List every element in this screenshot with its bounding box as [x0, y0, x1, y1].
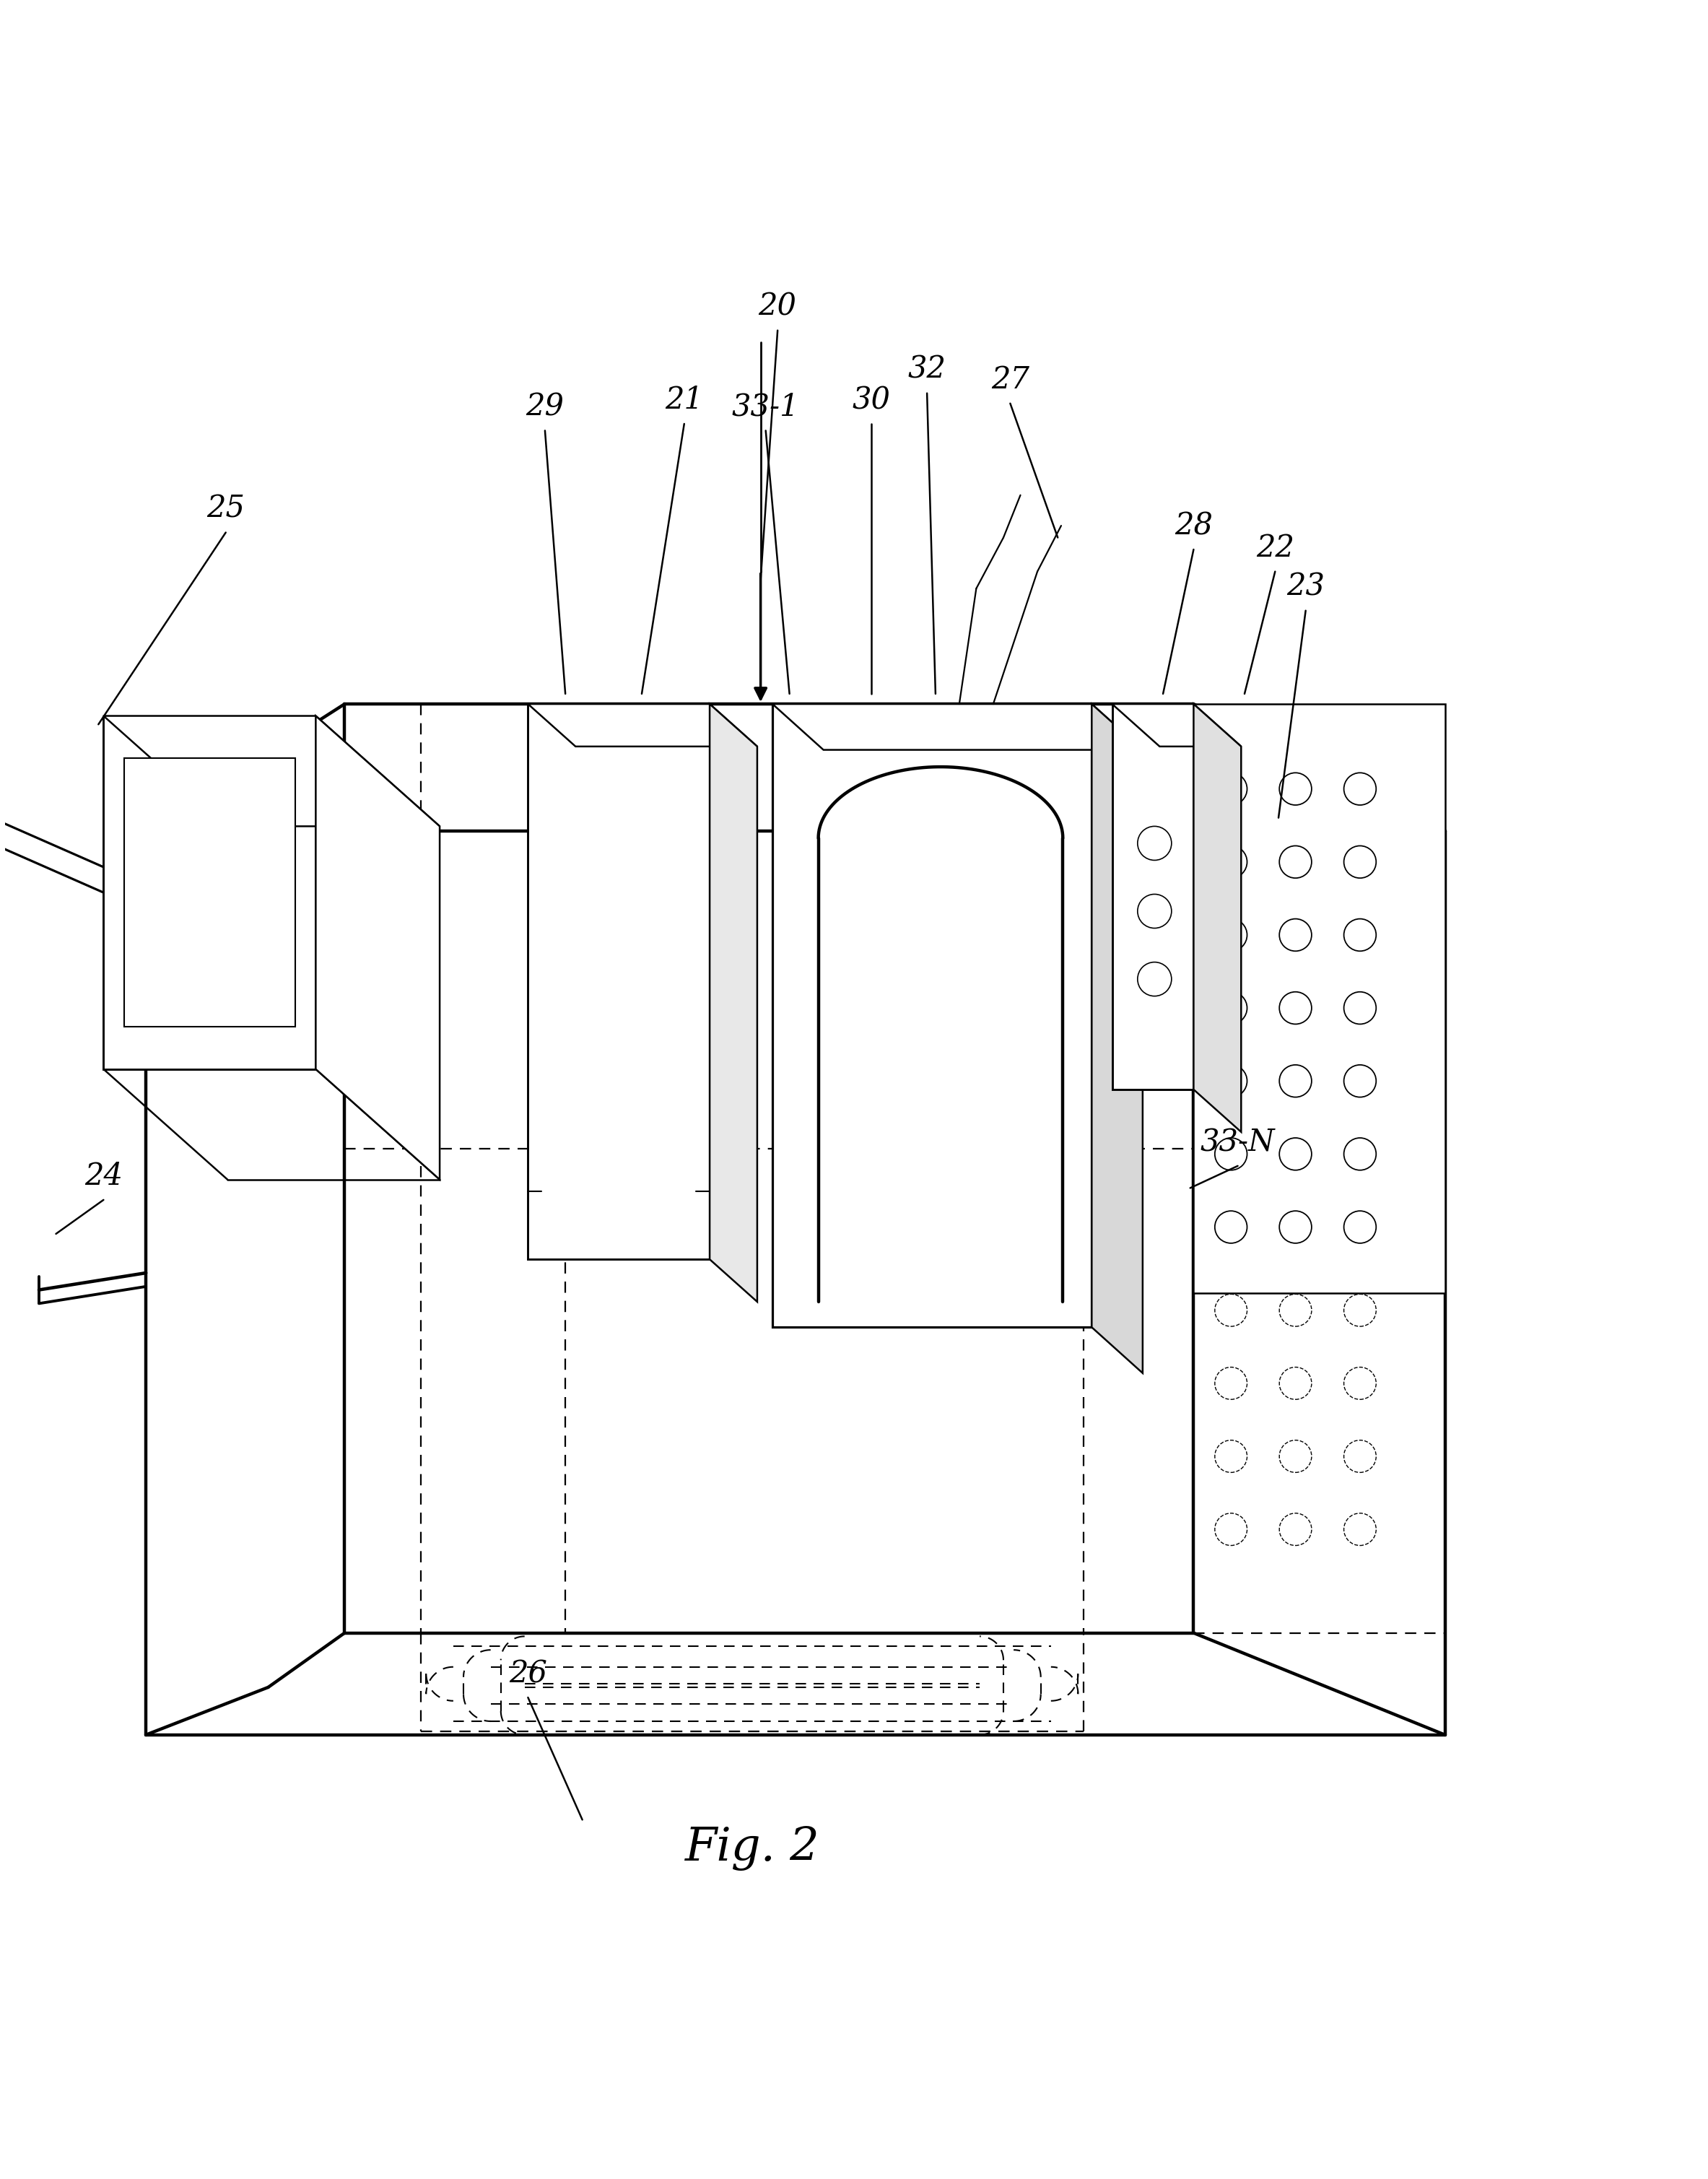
Text: 33-1: 33-1 — [733, 392, 799, 423]
Polygon shape — [772, 704, 1091, 1327]
Polygon shape — [104, 717, 439, 826]
Text: 20: 20 — [758, 292, 796, 322]
Text: 28: 28 — [1175, 510, 1213, 540]
Polygon shape — [772, 704, 1143, 750]
Text: 27: 27 — [991, 364, 1030, 394]
Polygon shape — [316, 717, 439, 1179]
Text: 21: 21 — [664, 386, 704, 416]
Text: 25: 25 — [207, 495, 244, 523]
Polygon shape — [1194, 704, 1445, 1294]
Polygon shape — [709, 704, 757, 1301]
Text: 32: 32 — [909, 355, 946, 386]
Polygon shape — [1091, 704, 1143, 1373]
Polygon shape — [125, 758, 295, 1026]
Text: 29: 29 — [526, 392, 564, 423]
Polygon shape — [528, 704, 709, 1259]
Text: 24: 24 — [84, 1161, 123, 1192]
Polygon shape — [104, 717, 316, 1070]
Text: 22: 22 — [1255, 532, 1295, 562]
Text: 23: 23 — [1286, 571, 1325, 601]
Text: Fig. 2: Fig. 2 — [685, 1826, 820, 1872]
Polygon shape — [528, 704, 757, 747]
Text: 26: 26 — [509, 1658, 547, 1689]
Polygon shape — [1112, 704, 1194, 1090]
Text: 30: 30 — [852, 386, 890, 416]
Polygon shape — [1194, 704, 1242, 1131]
Text: 33-N: 33-N — [1201, 1127, 1276, 1157]
Polygon shape — [1112, 704, 1242, 747]
